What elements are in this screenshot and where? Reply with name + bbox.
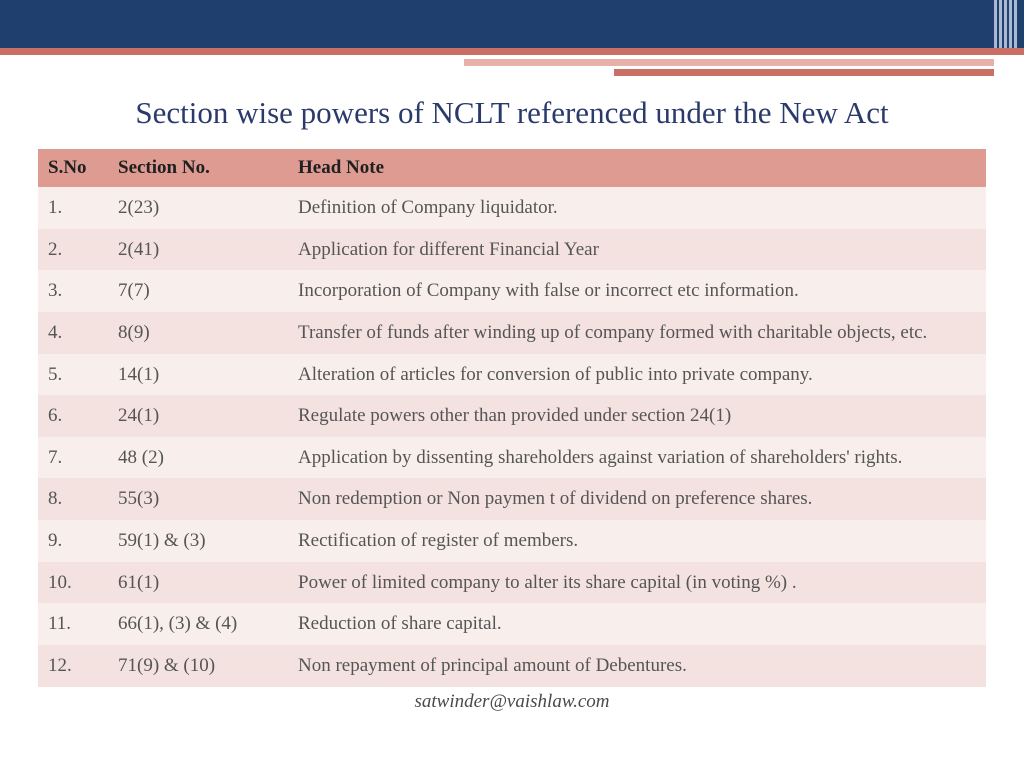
nclt-powers-table: S.No Section No. Head Note 1.2(23)Defini… xyxy=(38,149,986,687)
table-row: 8.55(3)Non redemption or Non paymen t of… xyxy=(38,478,986,520)
content-area: Section wise powers of NCLT referenced u… xyxy=(0,95,1024,713)
cell-section: 2(23) xyxy=(108,187,288,229)
accent-strip-light xyxy=(464,59,994,66)
header-accent-stripes xyxy=(994,0,1024,48)
cell-headnote: Definition of Company liquidator. xyxy=(288,187,986,229)
cell-headnote: Rectification of register of members. xyxy=(288,520,986,562)
cell-sno: 3. xyxy=(38,270,108,312)
cell-headnote: Non repayment of principal amount of Deb… xyxy=(288,645,986,687)
cell-sno: 4. xyxy=(38,312,108,354)
cell-section: 2(41) xyxy=(108,229,288,271)
cell-sno: 10. xyxy=(38,562,108,604)
cell-section: 71(9) & (10) xyxy=(108,645,288,687)
cell-section: 66(1), (3) & (4) xyxy=(108,603,288,645)
table-row: 4.8(9)Transfer of funds after winding up… xyxy=(38,312,986,354)
table-row: 2.2(41)Application for different Financi… xyxy=(38,229,986,271)
table-row: 12.71(9) & (10)Non repayment of principa… xyxy=(38,645,986,687)
cell-headnote: Non redemption or Non paymen t of divide… xyxy=(288,478,986,520)
table-row: 1.2(23)Definition of Company liquidator. xyxy=(38,187,986,229)
cell-sno: 6. xyxy=(38,395,108,437)
table-row: 11.66(1), (3) & (4)Reduction of share ca… xyxy=(38,603,986,645)
page-title: Section wise powers of NCLT referenced u… xyxy=(38,95,986,131)
col-header-section: Section No. xyxy=(108,149,288,187)
cell-headnote: Incorporation of Company with false or i… xyxy=(288,270,986,312)
cell-headnote: Alteration of articles for conversion of… xyxy=(288,354,986,396)
red-divider xyxy=(0,48,1024,55)
cell-sno: 2. xyxy=(38,229,108,271)
table-row: 6.24(1)Regulate powers other than provid… xyxy=(38,395,986,437)
cell-section: 8(9) xyxy=(108,312,288,354)
cell-sno: 8. xyxy=(38,478,108,520)
cell-sno: 12. xyxy=(38,645,108,687)
table-header-row: S.No Section No. Head Note xyxy=(38,149,986,187)
cell-section: 14(1) xyxy=(108,354,288,396)
cell-headnote: Application by dissenting shareholders a… xyxy=(288,437,986,479)
cell-sno: 5. xyxy=(38,354,108,396)
cell-headnote: Power of limited company to alter its sh… xyxy=(288,562,986,604)
cell-sno: 11. xyxy=(38,603,108,645)
cell-section: 24(1) xyxy=(108,395,288,437)
cell-section: 7(7) xyxy=(108,270,288,312)
table-row: 10.61(1)Power of limited company to alte… xyxy=(38,562,986,604)
cell-headnote: Regulate powers other than provided unde… xyxy=(288,395,986,437)
cell-section: 61(1) xyxy=(108,562,288,604)
cell-sno: 9. xyxy=(38,520,108,562)
table-row: 5.14(1)Alteration of articles for conver… xyxy=(38,354,986,396)
cell-section: 59(1) & (3) xyxy=(108,520,288,562)
table-row: 9.59(1) & (3)Rectification of register o… xyxy=(38,520,986,562)
cell-headnote: Transfer of funds after winding up of co… xyxy=(288,312,986,354)
accent-strip-dark xyxy=(614,69,994,76)
footer-email: satwinder@vaishlaw.com xyxy=(38,691,986,713)
table-row: 7.48 (2)Application by dissenting shareh… xyxy=(38,437,986,479)
cell-section: 55(3) xyxy=(108,478,288,520)
accent-row xyxy=(0,55,1024,85)
table-row: 3.7(7)Incorporation of Company with fals… xyxy=(38,270,986,312)
header-bar xyxy=(0,0,1024,48)
col-header-sno: S.No xyxy=(38,149,108,187)
cell-headnote: Application for different Financial Year xyxy=(288,229,986,271)
cell-section: 48 (2) xyxy=(108,437,288,479)
col-header-headnote: Head Note xyxy=(288,149,986,187)
cell-sno: 7. xyxy=(38,437,108,479)
cell-headnote: Reduction of share capital. xyxy=(288,603,986,645)
cell-sno: 1. xyxy=(38,187,108,229)
